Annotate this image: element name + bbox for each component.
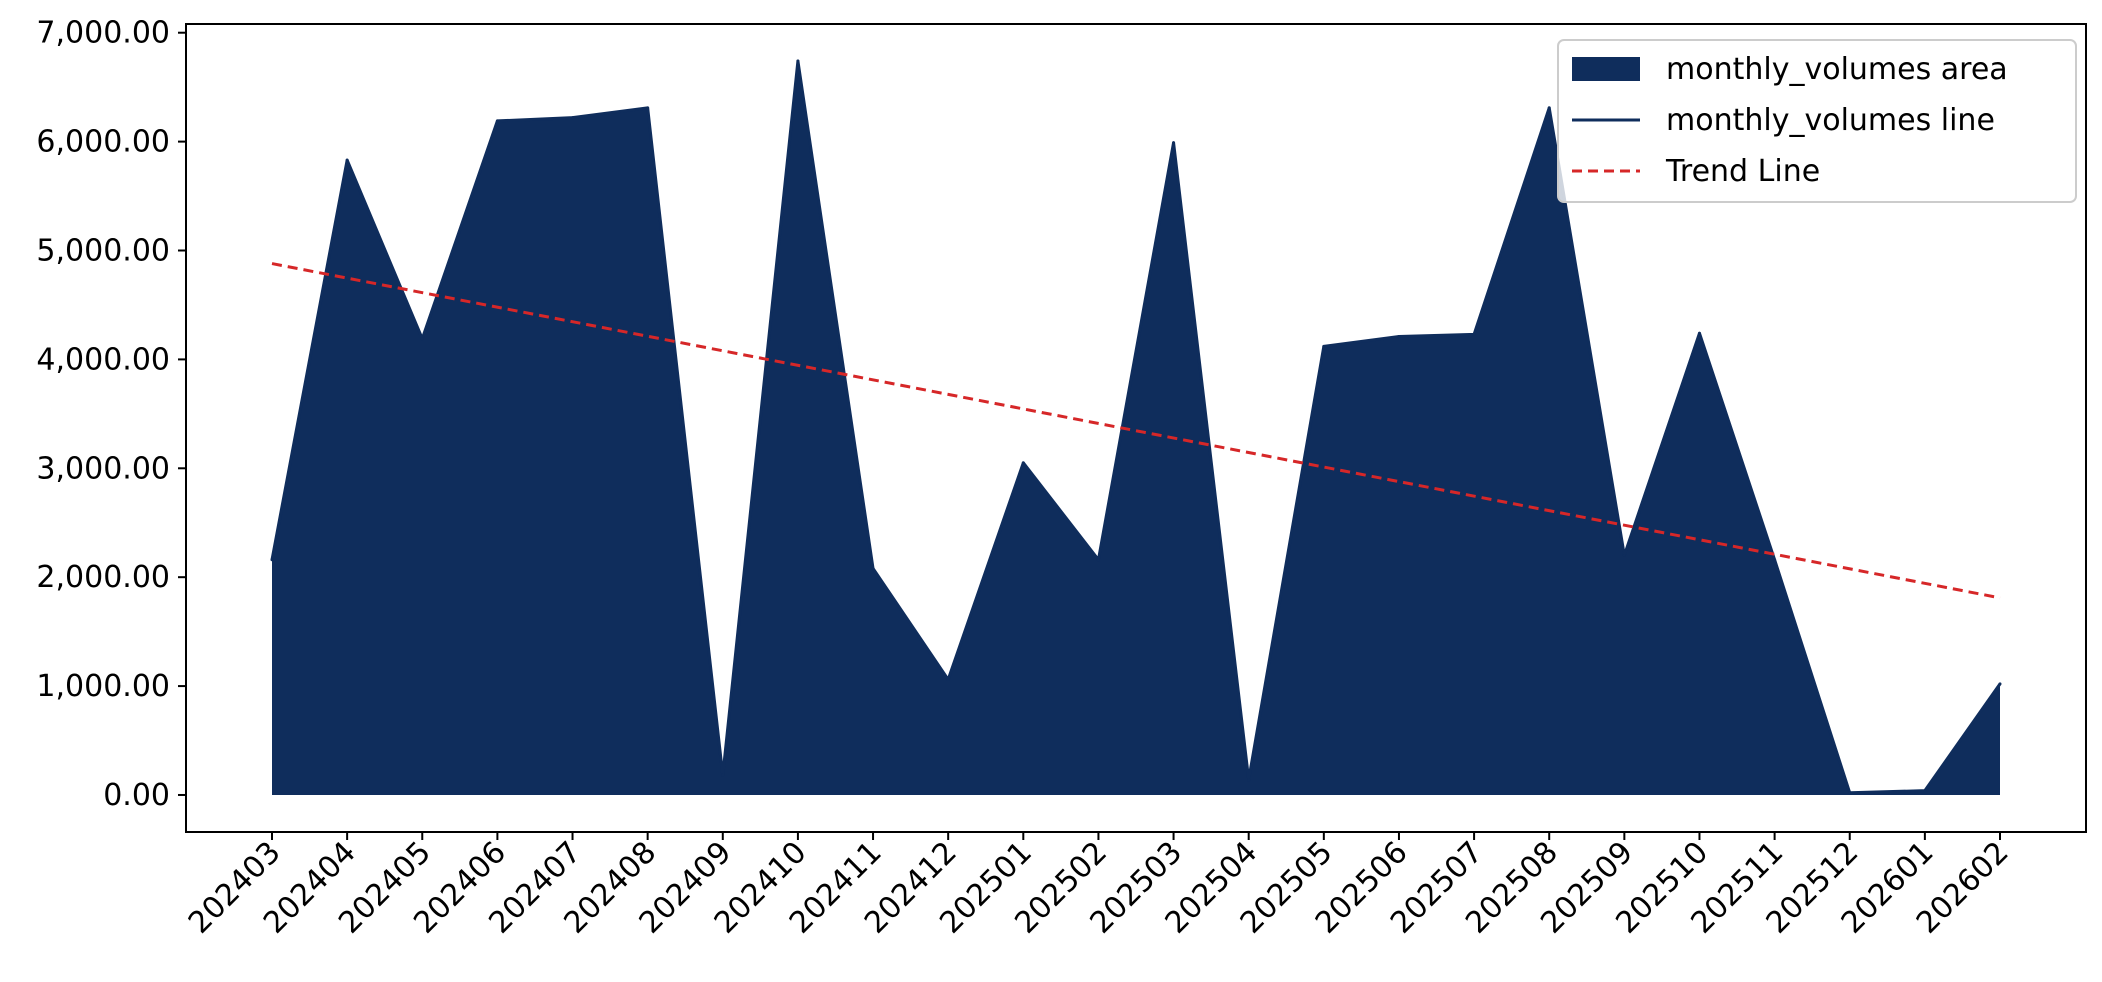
legend-label-area: monthly_volumes area xyxy=(1666,52,2008,87)
plot-area xyxy=(270,59,2002,795)
legend-label-line: monthly_volumes line xyxy=(1666,103,1995,138)
data-point xyxy=(1923,789,1927,793)
data-point xyxy=(721,773,725,777)
data-point xyxy=(1172,141,1176,145)
data-point xyxy=(1021,461,1025,465)
y-tick-label: 4,000.00 xyxy=(36,342,170,377)
legend-label-trend: Trend Line xyxy=(1665,154,1820,189)
y-tick-label: 1,000.00 xyxy=(36,669,170,704)
x-axis: 2024032024042024052024062024072024082024… xyxy=(182,832,2016,941)
data-point xyxy=(1697,331,1701,335)
data-point xyxy=(1547,106,1551,110)
legend: monthly_volumes area monthly_volumes lin… xyxy=(1557,39,2077,203)
data-point xyxy=(1773,558,1777,562)
data-point xyxy=(946,678,950,682)
y-tick-label: 6,000.00 xyxy=(36,125,170,160)
y-tick-label: 7,000.00 xyxy=(36,16,170,51)
legend-box xyxy=(1557,39,2077,203)
series-line xyxy=(270,59,2002,795)
plot-frame xyxy=(185,23,2087,833)
data-point xyxy=(345,158,349,162)
data-point xyxy=(1397,335,1401,339)
y-tick-label: 2,000.00 xyxy=(36,560,170,595)
y-tick-label: 5,000.00 xyxy=(36,234,170,269)
data-point xyxy=(1472,332,1476,336)
data-point xyxy=(495,119,499,123)
legend-area-swatch xyxy=(1572,57,1640,81)
data-point xyxy=(796,59,800,63)
data-point xyxy=(1322,344,1326,348)
data-point xyxy=(1096,558,1100,562)
y-tick-label: 0.00 xyxy=(103,778,170,813)
data-point xyxy=(1848,791,1852,795)
data-point xyxy=(270,558,274,562)
data-point xyxy=(1998,682,2002,686)
y-tick-label: 3,000.00 xyxy=(36,451,170,486)
y-axis: 0.00 1,000.00 2,000.00 3,000.00 4,000.00 5,00… xyxy=(36,16,186,813)
data-point xyxy=(646,106,650,110)
data-point xyxy=(571,116,575,120)
trend-line xyxy=(271,262,2001,600)
data-point xyxy=(420,337,424,341)
data-point xyxy=(1247,778,1251,782)
data-point xyxy=(1622,553,1626,557)
data-point xyxy=(871,566,875,570)
